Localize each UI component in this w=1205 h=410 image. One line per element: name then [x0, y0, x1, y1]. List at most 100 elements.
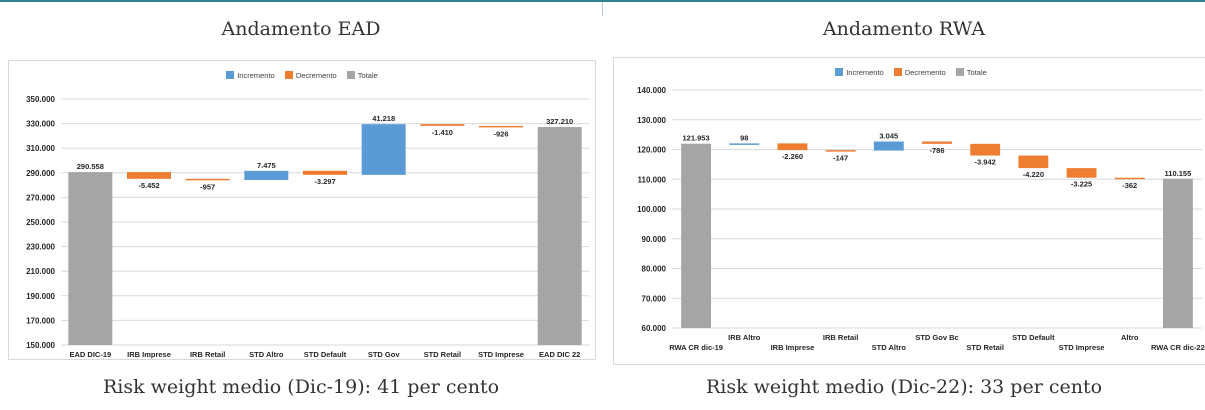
- panel-title-ead: Andamento EAD: [221, 18, 381, 40]
- y-tick-label: 350.000: [26, 95, 55, 104]
- data-label: -786: [929, 146, 944, 155]
- legend-swatch-increase: [835, 68, 844, 76]
- y-tick-label: 130.000: [637, 116, 666, 125]
- bar-std-gov-bc: [922, 141, 952, 144]
- legend-label-total: Totale: [357, 71, 378, 80]
- category-label: STD Gov Bc: [915, 333, 958, 342]
- bar-std-imprese: [479, 125, 523, 128]
- category-label: STD Altro: [872, 343, 907, 352]
- y-tick-label: 250.000: [26, 218, 55, 227]
- category-label: IRB Altro: [728, 333, 761, 342]
- legend-swatch-total: [346, 71, 355, 79]
- category-label: RWA CR dic-19: [669, 343, 723, 352]
- y-tick-label: 70.000: [642, 294, 667, 303]
- y-tick-label: 90.000: [642, 235, 667, 244]
- y-tick-label: 330.000: [26, 120, 55, 129]
- panel-title-rwa: Andamento RWA: [822, 18, 986, 40]
- y-tick-label: 290.000: [26, 169, 55, 178]
- category-label: STD Default: [304, 350, 347, 359]
- caption-rwa: Risk weight medio (Dic-22): 33 per cento: [705, 376, 1103, 398]
- y-tick-label: 210.000: [26, 267, 55, 276]
- data-label: -3.942: [975, 158, 996, 167]
- legend-item-increase: Incremento: [226, 71, 275, 80]
- bar-ead-dic-19: [68, 172, 113, 345]
- legend-item-decrease: Decremento: [284, 71, 337, 80]
- y-tick-label: 190.000: [26, 292, 55, 301]
- caption-ead: Risk weight medio (Dic-19): 41 per cento: [102, 376, 500, 398]
- category-label: EAD DIC-19: [69, 350, 111, 359]
- legend-label-total: Totale: [966, 68, 987, 77]
- category-label: IRB Imprese: [127, 350, 171, 359]
- data-label: 121.953: [683, 134, 710, 143]
- data-label: -362: [1122, 181, 1137, 190]
- bar-std-altro: [244, 170, 289, 180]
- top-rule: [0, 0, 1205, 2]
- legend-label-decrease: Decremento: [295, 71, 337, 80]
- category-label: EAD DIC 22: [539, 350, 580, 359]
- y-tick-label: 140.000: [637, 86, 666, 95]
- bar-std-imprese: [1066, 168, 1097, 178]
- ead-chart: Incremento Decremento Totale 150.000 170.…: [8, 60, 596, 360]
- legend-label-decrease: Decremento: [904, 68, 946, 77]
- bar-irb-retail: [185, 178, 230, 181]
- y-tick-label: 230.000: [26, 243, 55, 252]
- rwa-waterfall-svg: 60.000 70.000 80.000 90.000 100.000 110.000 12…: [637, 86, 1205, 352]
- data-label: 290.558: [77, 162, 104, 171]
- legend-item-increase: Incremento: [835, 68, 884, 77]
- data-label: -957: [200, 182, 215, 191]
- data-label: 98: [740, 133, 748, 142]
- ead-panel: Andamento EAD Incremento Decremento Tota…: [0, 0, 602, 410]
- bar-irb-altro: [729, 143, 760, 145]
- bar-rwa-cr-dic-19: [681, 143, 712, 328]
- category-label: STD Default: [1012, 333, 1055, 342]
- data-label: -3.225: [1071, 180, 1092, 189]
- legend-item-decrease: Decremento: [893, 68, 946, 77]
- data-label: -1.410: [432, 128, 453, 137]
- data-label: 7.475: [257, 161, 276, 170]
- grid-lines: [672, 89, 1202, 329]
- category-label: Altro: [1121, 333, 1139, 342]
- bar-ead-dic-22: [537, 127, 582, 345]
- data-label: -926: [493, 129, 508, 138]
- data-label: -3.297: [314, 177, 335, 186]
- legend-item-total: Totale: [955, 68, 987, 77]
- bar-std-default: [303, 170, 347, 175]
- y-tick-label: 110.000: [638, 175, 667, 184]
- category-label: STD Imprese: [1059, 343, 1105, 352]
- grid-lines: [61, 98, 589, 346]
- legend-item-total: Totale: [346, 71, 378, 80]
- y-tick-label: 150.000: [26, 341, 55, 350]
- category-label: STD Gov: [368, 350, 400, 359]
- category-label: STD Retail: [966, 343, 1004, 352]
- bar-irb-imprese: [127, 172, 171, 179]
- bar-std-retail: [970, 143, 1001, 156]
- category-label: IRB Retail: [823, 333, 858, 342]
- data-label: -4.220: [1023, 170, 1044, 179]
- category-label: RWA CR dic-22: [1151, 343, 1205, 352]
- y-tick-label: 270.000: [26, 193, 55, 202]
- legend-swatch-total: [955, 68, 964, 76]
- bar-std-retail: [420, 124, 465, 126]
- bar-std-default: [1018, 155, 1049, 169]
- data-label: -147: [833, 154, 848, 163]
- category-label: IRB Imprese: [771, 343, 815, 352]
- category-label: IRB Retail: [190, 350, 225, 359]
- data-label: -5.452: [138, 181, 159, 190]
- legend-label-increase: Incremento: [846, 68, 884, 77]
- bar-std-altro: [873, 141, 904, 151]
- data-label: 110.155: [1165, 169, 1192, 178]
- category-label: STD Retail: [424, 350, 462, 359]
- y-tick-label: 60.000: [642, 324, 667, 333]
- data-label: 41.218: [372, 114, 395, 123]
- bar-irb-retail: [825, 150, 856, 152]
- legend-label-increase: Incremento: [237, 71, 275, 80]
- y-tick-label: 170.000: [26, 316, 55, 325]
- rwa-panel: Andamento RWA Incremento Decremento Tota…: [603, 0, 1205, 410]
- y-tick-label: 100.000: [637, 205, 666, 214]
- bar-altro: [1114, 177, 1145, 180]
- bar-rwa-cr-dic-22: [1162, 178, 1193, 328]
- chart-legend: Incremento Decremento Totale: [614, 68, 1205, 77]
- legend-swatch-decrease: [284, 71, 293, 79]
- y-tick-label: 80.000: [642, 265, 667, 274]
- data-label: -2.260: [782, 152, 803, 161]
